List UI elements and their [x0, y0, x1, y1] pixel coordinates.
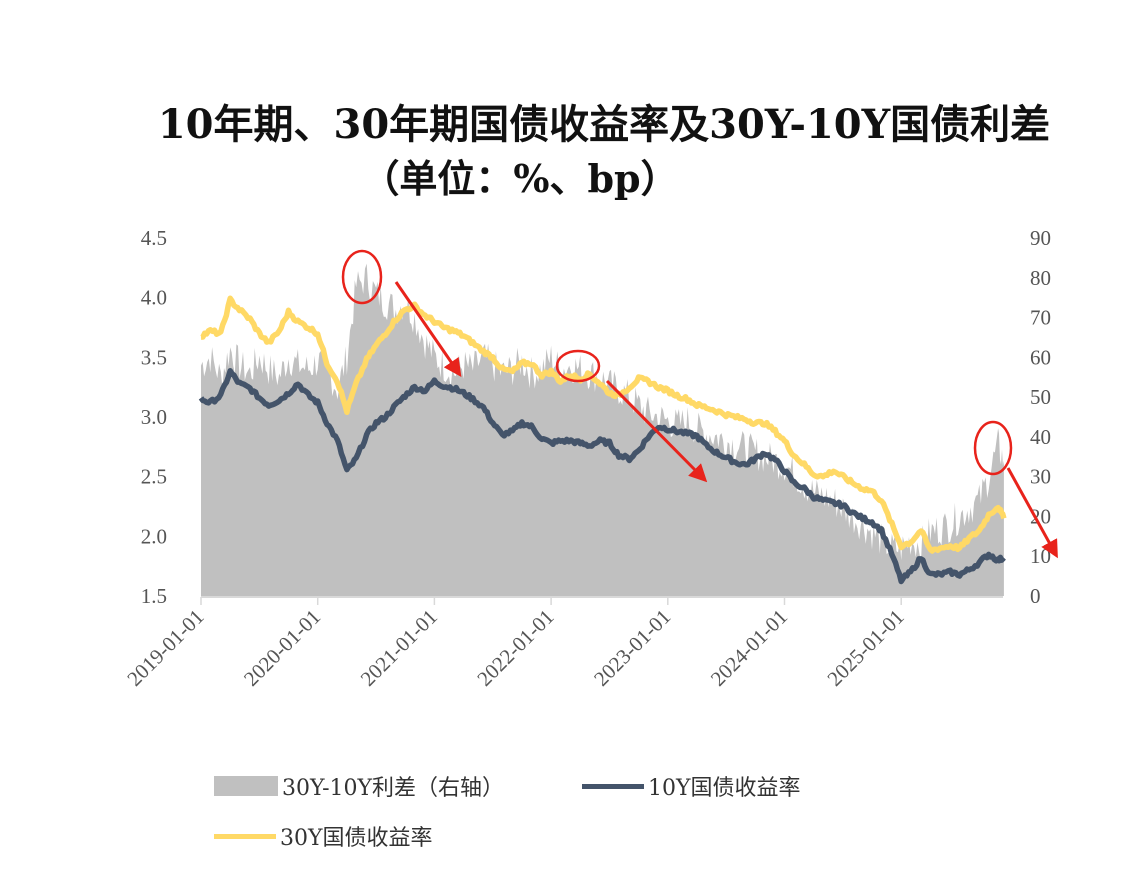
legend-swatch-10y — [582, 783, 644, 789]
series-area-spread — [201, 263, 1004, 596]
legend-swatch-spread — [214, 776, 278, 796]
y-right-tick-label: 80 — [1030, 266, 1051, 290]
yield-lines-layer — [198, 295, 1007, 585]
legend-item-30y: 30Y国债收益率 — [214, 820, 433, 852]
annotation-circle-2 — [555, 349, 601, 383]
legend-label-spread: 30Y-10Y利差（右轴） — [282, 776, 505, 801]
x-tick-label: 2021-01-01 — [356, 605, 442, 691]
y-left-tick-label: 2.5 — [141, 465, 167, 489]
y-right-tick-label: 30 — [1030, 465, 1051, 489]
chart-title-line2: （单位：%、bp） — [361, 156, 679, 201]
x-tick-label: 2024-01-01 — [706, 605, 792, 691]
annotation-arrow-1 — [394, 281, 462, 377]
series-line-30y — [200, 295, 1007, 554]
chart-title-line1: 10年期、30年期国债收益率及30Y-10Y国债利差 — [157, 101, 1051, 148]
legend-item-10y: 10Y国债收益率 — [582, 770, 801, 802]
y-right-tick-label: 10 — [1030, 544, 1051, 568]
legend-swatch-30y — [214, 833, 276, 839]
y-right-tick-label: 40 — [1030, 425, 1051, 449]
y-left-tick-label: 3.5 — [141, 345, 167, 369]
x-tick-label: 2023-01-01 — [589, 605, 675, 691]
y-left-tick-label: 2.0 — [141, 524, 167, 548]
x-tick-label: 2019-01-01 — [122, 605, 208, 691]
legend-label-10y: 10Y国债收益率 — [648, 776, 801, 801]
y-right-tick-label: 60 — [1030, 345, 1051, 369]
y-left-tick-label: 4.5 — [141, 226, 167, 250]
x-tick-label: 2020-01-01 — [239, 605, 325, 691]
y-right-tick-label: 50 — [1030, 385, 1051, 409]
y-right-tick-label: 20 — [1030, 504, 1051, 528]
legend-item-spread: 30Y-10Y利差（右轴） — [214, 770, 504, 802]
y-right-tick-label: 70 — [1030, 306, 1051, 330]
annotation-circle-3 — [973, 420, 1013, 476]
y-left-tick-label: 3.0 — [141, 405, 167, 429]
spread-area-layer — [201, 263, 1004, 596]
annotation-layer — [341, 249, 1058, 559]
x-tick-label: 2025-01-01 — [822, 605, 908, 691]
series-line-10y — [198, 368, 1006, 585]
y-left-tick-label: 1.5 — [141, 584, 167, 608]
annotation-arrow-3 — [1006, 467, 1058, 559]
y-right-tick-label: 90 — [1030, 226, 1051, 250]
legend-label-30y: 30Y国债收益率 — [280, 826, 433, 851]
x-tick-label: 2022-01-01 — [472, 605, 558, 691]
annotation-circle-1 — [341, 249, 383, 305]
y-right-tick-label: 0 — [1030, 584, 1041, 608]
y-left-tick-label: 4.0 — [141, 286, 167, 310]
annotation-arrow-2 — [605, 379, 708, 483]
